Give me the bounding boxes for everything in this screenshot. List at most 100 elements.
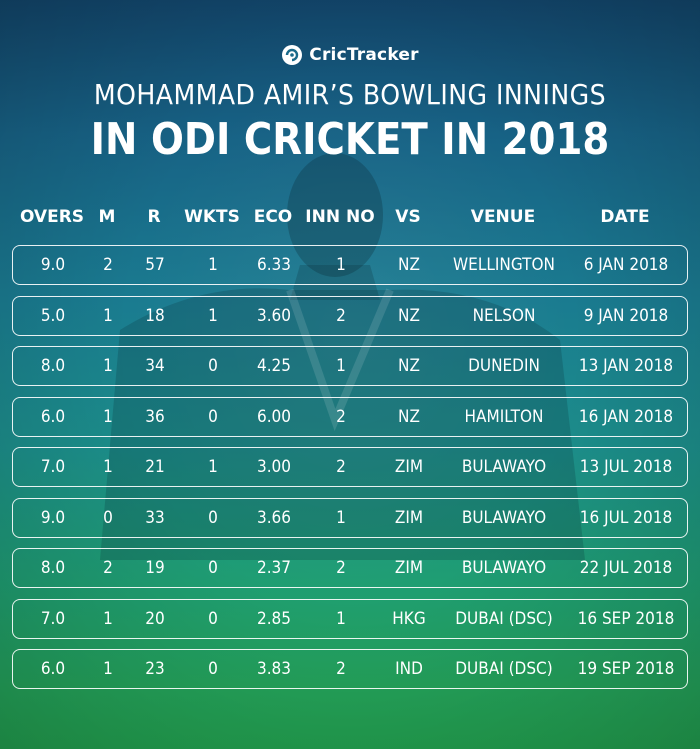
cell-venue: DUNEDIN [468,356,540,376]
cell-runs: 57 [145,255,165,275]
cell-date: 9 JAN 2018 [583,305,669,326]
header-venue: VENUE [470,207,536,227]
cell-venue: BULAWAYO [461,457,547,477]
cell-maidens: 0 [103,507,113,528]
cell-venue: BULAWAYO [461,507,547,528]
table-row: 6.0 1 23 0 3.83 2 IND DUBAI (DSC) 19 SEP… [12,649,688,689]
cell-wickets: 1 [208,305,218,326]
cell-overs: 6.0 [40,659,66,679]
table-row: 6.0 1 36 0 6.00 2 NZ HAMILTON 16 JAN 201… [12,396,688,437]
cell-vs: NZ [398,255,420,275]
cell-date: 6 JAN 2018 [583,255,669,275]
title-line-1: MOHAMMAD AMIR’S BOWLING INNINGS [93,78,607,111]
cell-runs: 34 [145,356,165,376]
cell-wickets: 1 [208,457,218,477]
cell-venue: HAMILTON [464,406,544,427]
cell-maidens: 2 [103,558,113,578]
cell-date: 13 JAN 2018 [578,356,674,376]
cell-innings-no: 2 [336,406,346,427]
cell-runs: 18 [145,305,165,326]
cell-innings-no: 2 [336,659,346,679]
cell-runs: 21 [145,457,165,477]
cell-overs: 5.0 [40,305,66,326]
cell-overs: 6.0 [40,406,66,427]
title-line-2: IN ODI CRICKET IN 2018 [90,114,610,165]
cell-wickets: 0 [208,558,218,578]
cell-overs: 8.0 [40,558,66,578]
cell-venue: WELLINGTON [453,255,555,275]
cell-maidens: 1 [103,406,113,427]
cell-maidens: 1 [103,659,113,679]
header-runs: R [147,207,161,227]
header-economy: ECO [253,207,293,227]
header-vs: VS [395,207,421,227]
cell-date: 16 SEP 2018 [577,608,675,629]
cell-runs: 23 [145,659,165,679]
cell-overs: 7.0 [40,457,66,477]
cell-economy: 6.33 [256,255,292,275]
table-row: 5.0 1 18 1 3.60 2 NZ NELSON 9 JAN 2018 [12,295,688,336]
cell-economy: 3.66 [256,507,292,528]
cell-wickets: 0 [208,608,218,629]
cell-runs: 19 [145,558,165,578]
cell-economy: 4.25 [256,356,292,376]
cell-vs: ZIM [394,558,424,578]
cell-innings-no: 1 [336,255,346,275]
cell-wickets: 0 [208,507,218,528]
cell-wickets: 0 [208,356,218,376]
header-date: DATE [600,207,650,227]
cell-maidens: 1 [103,305,113,326]
cell-vs: ZIM [394,507,424,528]
cell-wickets: 1 [208,255,218,275]
cell-economy: 2.37 [256,558,292,578]
cell-innings-no: 1 [336,507,346,528]
cell-venue: BULAWAYO [461,558,547,578]
cell-maidens: 1 [103,608,113,629]
cell-runs: 36 [145,406,165,427]
table-row: 8.0 2 19 0 2.37 2 ZIM BULAWAYO 22 JUL 20… [12,548,688,588]
cell-maidens: 2 [103,255,113,275]
table-row: 7.0 1 21 1 3.00 2 ZIM BULAWAYO 13 JUL 20… [12,447,688,487]
cell-wickets: 0 [208,659,218,679]
header-overs: OVERS [19,207,85,227]
cell-innings-no: 2 [336,457,346,477]
cell-date: 19 SEP 2018 [577,659,675,679]
header-wickets: WKTS [184,207,240,227]
cell-vs: NZ [398,406,420,427]
cell-vs: HKG [392,608,426,629]
cell-overs: 8.0 [40,356,66,376]
cell-vs: NZ [398,356,420,376]
cell-economy: 2.85 [256,608,292,629]
cell-date: 13 JUL 2018 [579,457,673,477]
cell-runs: 20 [145,608,165,629]
cell-overs: 9.0 [40,507,66,528]
brand-name: CricTracker [309,45,419,65]
cell-venue: NELSON [472,305,536,326]
header-maidens: M [98,207,116,227]
cell-date: 22 JUL 2018 [579,558,673,578]
cell-innings-no: 1 [336,356,346,376]
cell-vs: NZ [398,305,420,326]
table-header: OVERS M R WKTS ECO INN NO VS VENUE DATE [12,203,688,231]
table-row: 7.0 1 20 0 2.85 1 HKG DUBAI (DSC) 16 SEP… [12,598,688,639]
cell-maidens: 1 [103,356,113,376]
cell-innings-no: 1 [336,608,346,629]
cell-economy: 3.83 [256,659,292,679]
cell-innings-no: 2 [336,558,346,578]
header-innings-no: INN NO [305,207,375,227]
table-row: 8.0 1 34 0 4.25 1 NZ DUNEDIN 13 JAN 2018 [12,346,688,386]
cell-vs: IND [395,659,423,679]
cell-overs: 7.0 [40,608,66,629]
table-row: 9.0 0 33 0 3.66 1 ZIM BULAWAYO 16 JUL 20… [12,497,688,538]
cell-economy: 3.60 [256,305,292,326]
cell-date: 16 JAN 2018 [578,406,674,427]
cell-economy: 3.00 [256,457,292,477]
cell-wickets: 0 [208,406,218,427]
cell-maidens: 1 [103,457,113,477]
cell-venue: DUBAI (DSC) [455,608,553,629]
cell-runs: 33 [145,507,165,528]
cell-overs: 9.0 [40,255,66,275]
brand-logo: CricTracker [0,44,700,66]
cell-economy: 6.00 [256,406,292,427]
cell-vs: ZIM [394,457,424,477]
